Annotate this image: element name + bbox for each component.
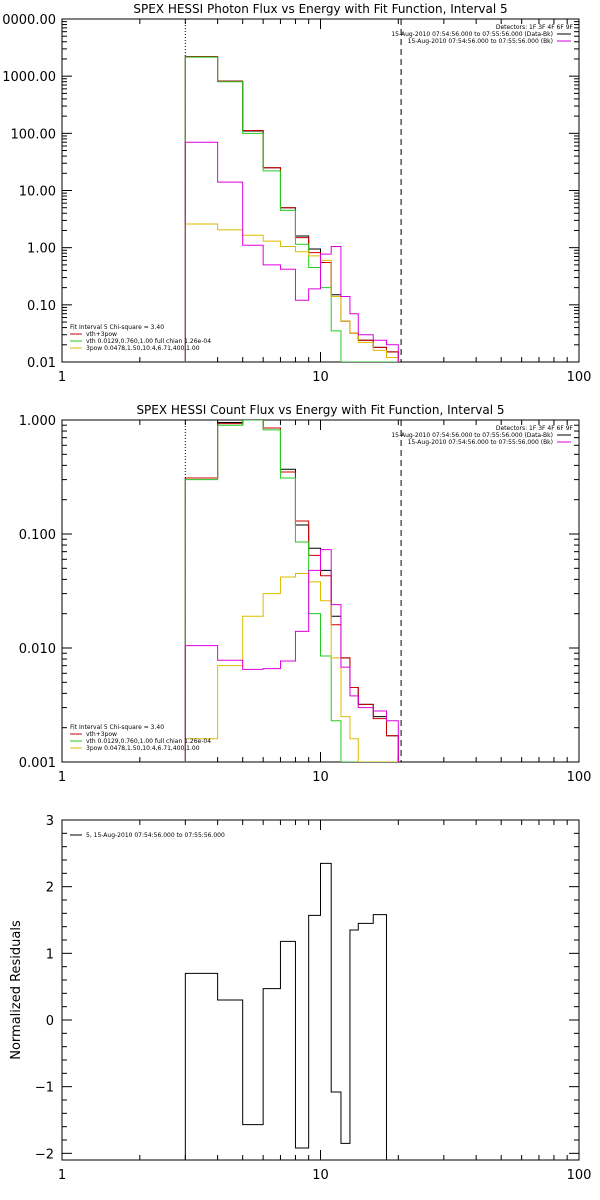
- series-line-3: [184, 420, 399, 762]
- series-line-4: [184, 573, 399, 762]
- y-tick-label: 10.00: [19, 185, 56, 200]
- x-ticks: [61, 820, 580, 1160]
- y-ticks: [62, 424, 579, 763]
- legend-text: 15-Aug-2010 07:54:56.000 to 07:55:56.000…: [408, 439, 553, 446]
- x-tick-label: 10: [312, 770, 329, 785]
- x-tick-label: 1: [58, 770, 66, 785]
- legend-text: Detectors: 1F 3F 4F 6F 9F: [496, 24, 574, 31]
- series-group: [184, 420, 399, 762]
- series-group: [184, 862, 387, 1160]
- legend-text: 15-Aug-2010 07:54:56.000 to 07:55:56.000…: [391, 432, 553, 439]
- y-ticks: [62, 832, 579, 1154]
- legend-text: Fit Interval 5 Chi-square = 3.40: [70, 324, 164, 331]
- legend-text: Fit Interval 5 Chi-square = 3.40: [70, 724, 164, 731]
- y-tick-label: 0.01: [27, 356, 56, 371]
- x-tick-label: 10: [312, 370, 329, 385]
- plot-frame: [61, 18, 580, 363]
- legend-top-left: 5, 15-Aug-2010 07:54:56.000 to 07:55:56.…: [70, 832, 225, 839]
- x-tick-label: 100: [567, 1168, 592, 1183]
- y-axis-label: Normalized Residuals: [9, 920, 24, 1060]
- y-tick-label: 1.00: [27, 242, 56, 257]
- y-tick-label: −1: [35, 1081, 54, 1096]
- series-line-5: [184, 141, 399, 362]
- y-tick-label: 0.10: [27, 299, 56, 314]
- series-line-1: [184, 56, 399, 362]
- chart-title: SPEX HESSI Photon Flux vs Energy with Fi…: [133, 2, 507, 16]
- legend-text: vth 0.0129,0.760,1.00 full chian 1.26e-0…: [86, 738, 211, 745]
- legend-bottom-left: Fit Interval 5 Chi-square = 3.40vth+3pow…: [70, 324, 211, 352]
- chart-title: SPEX HESSI Count Flux vs Energy with Fit…: [136, 403, 504, 417]
- x-tick-label: 1: [58, 370, 66, 385]
- legend-text: vth+3pow: [86, 731, 117, 738]
- series-group: [184, 56, 399, 362]
- y-tick-label: 100.00: [11, 127, 57, 142]
- legend-text: vth+3pow: [86, 331, 117, 338]
- series-line-1: [184, 862, 387, 1160]
- y-tick-label: 0.100: [19, 528, 56, 543]
- y-tick-label: 0.010: [19, 642, 56, 657]
- legend-bottom-left: Fit Interval 5 Chi-square = 3.40vth+3pow…: [70, 724, 211, 752]
- y-tick-label: 3: [46, 814, 54, 829]
- y-tick-label: 1: [46, 947, 54, 962]
- y-tick-label: −2: [35, 1147, 54, 1162]
- x-tick-label: 1: [58, 1168, 66, 1183]
- series-line-5: [184, 549, 399, 762]
- legend-text: 3pow 0.0478,1.50,10.4,6.71,400,1.00: [86, 345, 200, 352]
- legend-text: vth 0.0129,0.760,1.00 full chian 1.26e-0…: [86, 338, 211, 345]
- y-tick-label: 0000.00: [2, 13, 56, 28]
- legend-text: Detectors: 1F 3F 4F 6F 9F: [496, 425, 574, 432]
- y-tick-label: 2: [46, 881, 54, 896]
- plot-panel-3: 1 10 100 −2 −1 0 1 2 3 Normalized Residuals 5, 15-…: [9, 814, 591, 1183]
- legend-text: 15-Aug-2010 07:54:56.000 to 07:55:56.000…: [391, 31, 553, 38]
- y-tick-label: 1000.00: [2, 70, 56, 85]
- legend-text: 15-Aug-2010 07:54:56.000 to 07:55:56.000…: [408, 38, 553, 45]
- plot-panel-1: SPEX HESSI Photon Flux vs Energy with Fi…: [2, 2, 591, 385]
- x-tick-label: 100: [567, 370, 592, 385]
- series-line-3: [184, 56, 399, 362]
- y-tick-label: 0.001: [19, 756, 56, 771]
- legend-text: 3pow 0.0478,1.50,10.4,6.71,400,1.00: [86, 745, 200, 752]
- legend-text: 5, 15-Aug-2010 07:54:56.000 to 07:55:56.…: [86, 832, 225, 839]
- series-line-2: [184, 56, 399, 362]
- x-tick-label: 100: [567, 770, 592, 785]
- x-ticks: [61, 19, 580, 362]
- y-tick-label: 1.000: [19, 414, 56, 429]
- plot-panel-2: SPEX HESSI Count Flux vs Energy with Fit…: [19, 403, 592, 785]
- y-tick-label: 0: [46, 1014, 54, 1029]
- x-tick-label: 10: [312, 1168, 329, 1183]
- series-line-4: [184, 223, 399, 362]
- y-ticks: [62, 21, 579, 363]
